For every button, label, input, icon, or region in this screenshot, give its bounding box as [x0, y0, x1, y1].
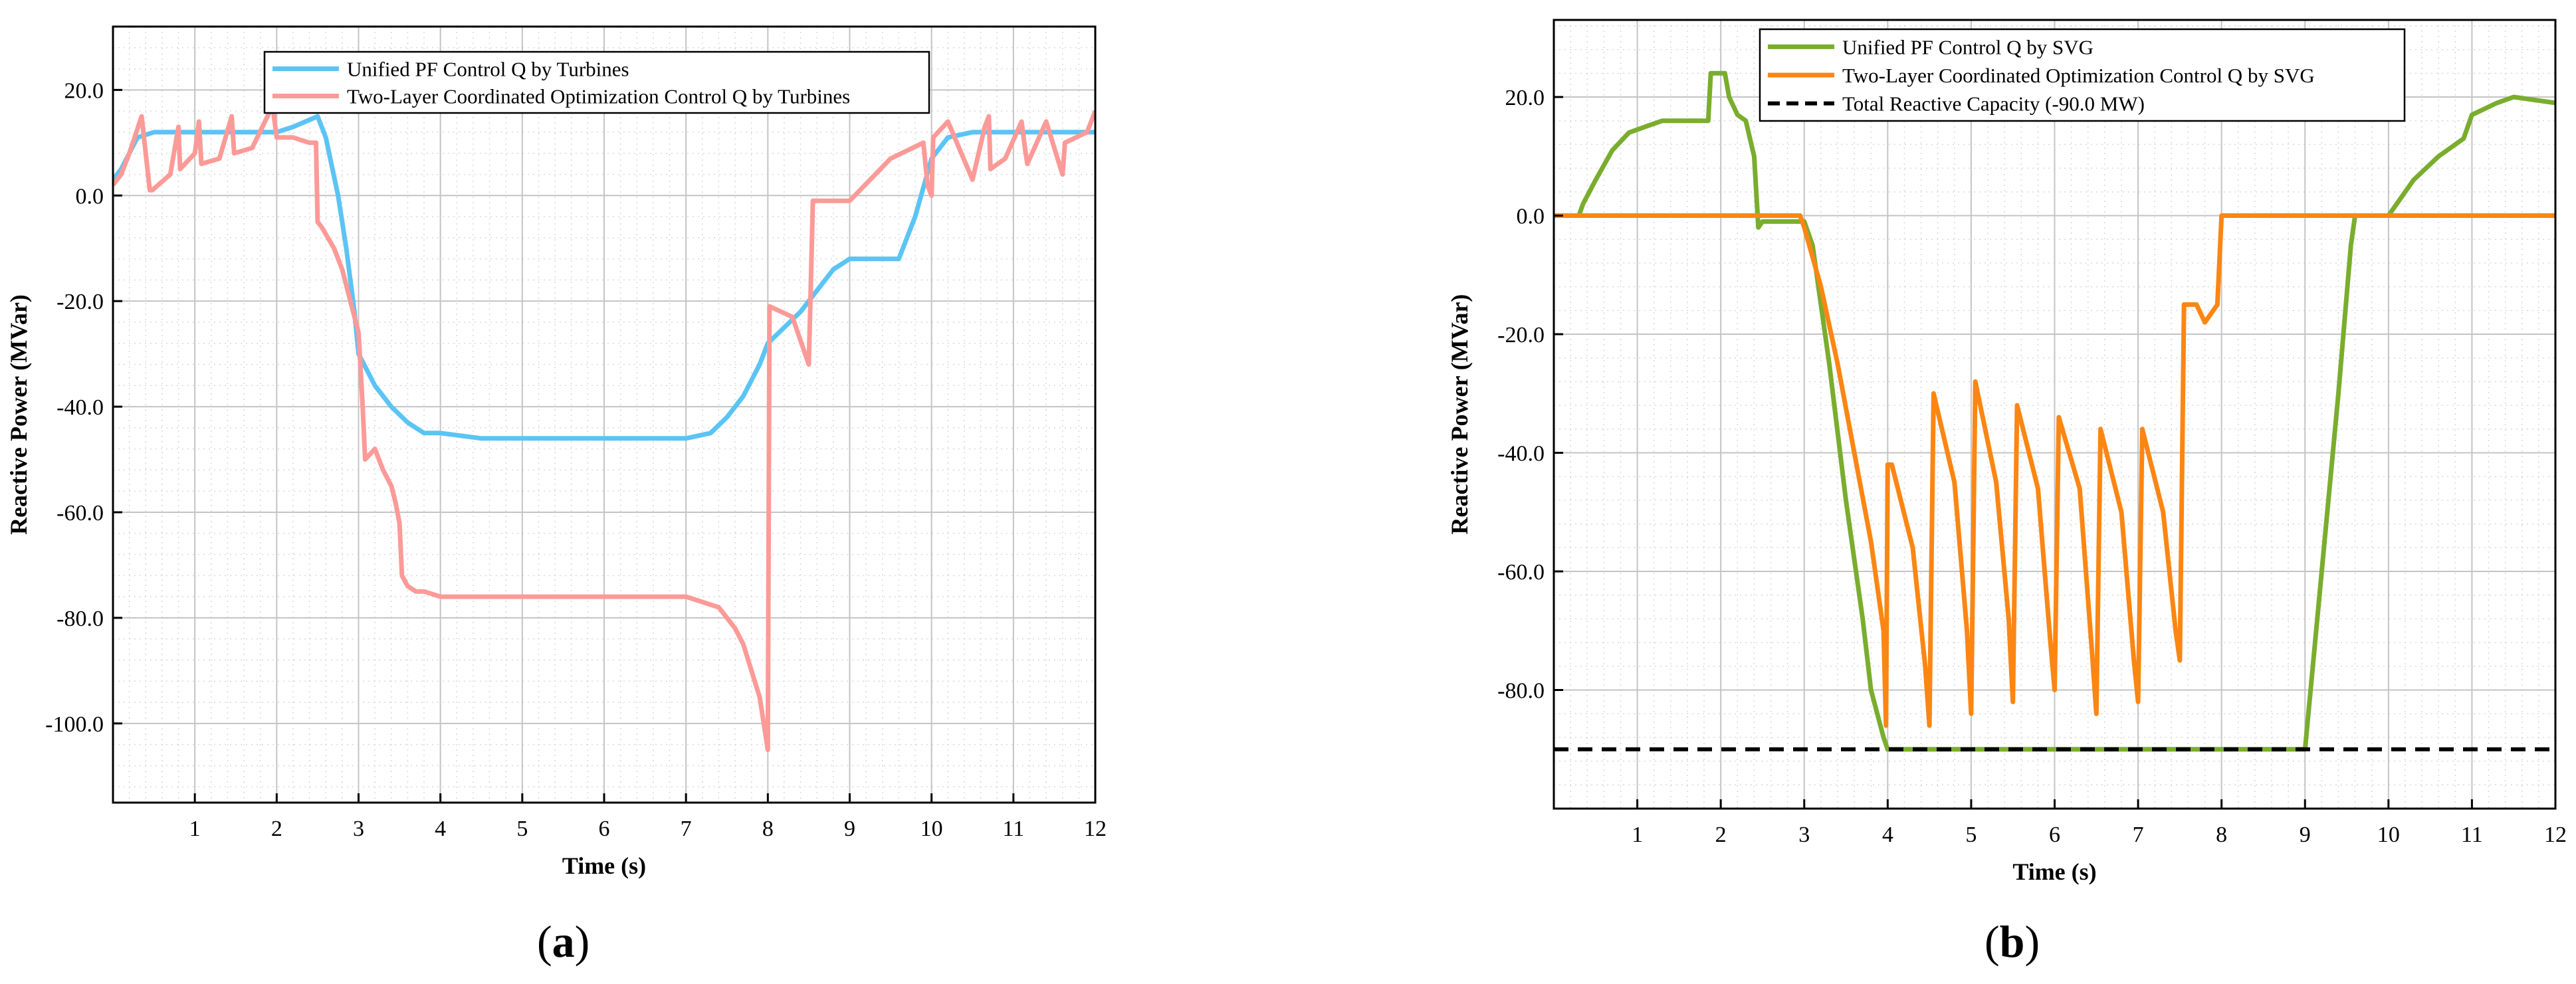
- x-tick-label: 12: [2544, 823, 2567, 847]
- series-group: [1554, 70, 2555, 752]
- x-tick-label: 1: [1632, 823, 1643, 847]
- y-tick-label: -40.0: [56, 395, 104, 420]
- series-line-0: [113, 114, 1095, 441]
- x-tick-label: 6: [599, 817, 610, 841]
- x-tick-label: 5: [516, 817, 528, 841]
- y-tick-label: -60.0: [56, 501, 104, 526]
- x-tick-label: 2: [271, 817, 282, 841]
- y-tick-label: -20.0: [1497, 323, 1545, 347]
- minor-grid: [112, 26, 1096, 803]
- x-tick-label: 10: [2377, 823, 2400, 847]
- y-tick-label: -80.0: [56, 607, 104, 631]
- legend-label-0: Unified PF Control Q by Turbines: [347, 58, 629, 81]
- legend: Unified PF Control Q by Turbines Two-Laye…: [263, 50, 930, 114]
- chart-b: 1 2 3 4 5 6 7 8 9 10 11 12-80.0-60.0-40.0-20.00.020…: [1446, 19, 2567, 885]
- x-tick-label: 3: [1798, 823, 1810, 847]
- series-line-1: [113, 103, 1095, 752]
- chart-a: 1 2 3 4 5 6 7 8 9 10 11 12-100.0-80.0-60.0-40.0-20.…: [5, 25, 1107, 879]
- panel-label-a: (a): [537, 916, 590, 967]
- legend-label-1: Two-Layer Coordinated Optimization Contr…: [1842, 64, 2315, 87]
- x-tick-label: 8: [2216, 823, 2227, 847]
- y-tick-label: 0.0: [1517, 205, 1545, 229]
- x-tick-label: 8: [762, 817, 774, 841]
- panel-label-b: (b): [1985, 916, 2040, 967]
- x-tick-label: 6: [2049, 823, 2060, 847]
- x-tick-label: 9: [2300, 823, 2311, 847]
- x-axis-label: Time (s): [2012, 858, 2096, 885]
- y-tick-label: 20.0: [1505, 86, 1545, 110]
- ticks: [113, 88, 1097, 803]
- legend-label-0: Unified PF Control Q by SVG: [1842, 35, 2093, 58]
- ticks: [1554, 96, 2557, 809]
- x-tick-label: 7: [681, 817, 692, 841]
- y-tick-label: -40.0: [1497, 442, 1545, 466]
- y-tick-label: -100.0: [45, 712, 104, 737]
- x-tick-label: 4: [435, 817, 446, 841]
- y-tick-label: 20.0: [64, 78, 104, 103]
- x-tick-label: 11: [1002, 817, 1024, 841]
- x-tick-label: 12: [1084, 817, 1107, 841]
- legend-label-1: Two-Layer Coordinated Optimization Contr…: [347, 85, 850, 108]
- y-tick-label: -80.0: [1497, 679, 1545, 704]
- x-tick-label: 4: [1882, 823, 1893, 847]
- legend-box: [1759, 28, 2406, 122]
- x-axis-label: Time (s): [562, 852, 646, 879]
- y-tick-label: -20.0: [56, 290, 104, 314]
- y-tick-label: 0.0: [76, 184, 104, 209]
- series-line-1: [1554, 213, 2555, 728]
- x-tick-label: 9: [844, 817, 855, 841]
- legend: Unified PF Control Q by SVG Two-Layer Coo…: [1759, 28, 2406, 122]
- x-tick-label: 5: [1965, 823, 1977, 847]
- series-line-0: [1576, 70, 2555, 752]
- x-tick-label: 11: [2461, 823, 2483, 847]
- x-tick-label: 2: [1715, 823, 1727, 847]
- x-tick-label: 10: [920, 817, 943, 841]
- y-axis-label: Reactive Power (MVar): [1446, 294, 1473, 535]
- series-group: [113, 103, 1095, 752]
- x-tick-label: 7: [2133, 823, 2144, 847]
- y-axis-label: Reactive Power (MVar): [5, 294, 32, 535]
- legend-label-2: Total Reactive Capacity (-90.0 MW): [1842, 92, 2145, 116]
- x-tick-label: 1: [189, 817, 201, 841]
- legend-box: [263, 50, 930, 114]
- x-tick-label: 3: [353, 817, 364, 841]
- y-tick-label: -60.0: [1497, 560, 1545, 585]
